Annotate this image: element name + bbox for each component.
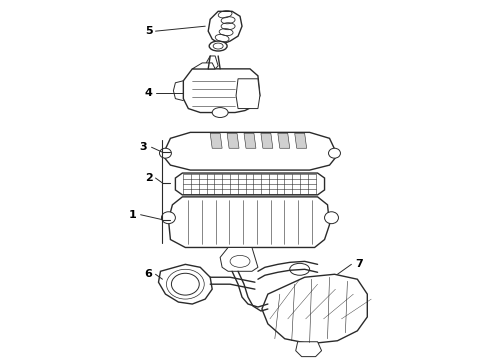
Ellipse shape	[290, 264, 310, 275]
Ellipse shape	[213, 43, 223, 49]
Polygon shape	[295, 342, 321, 357]
Ellipse shape	[324, 212, 339, 224]
Ellipse shape	[230, 255, 250, 267]
Ellipse shape	[159, 148, 171, 158]
Polygon shape	[206, 56, 218, 69]
Ellipse shape	[328, 148, 341, 158]
Polygon shape	[183, 69, 260, 113]
Polygon shape	[210, 133, 222, 148]
Text: 1: 1	[129, 210, 137, 220]
Polygon shape	[227, 133, 239, 148]
Polygon shape	[163, 132, 338, 170]
Polygon shape	[192, 63, 215, 69]
Polygon shape	[244, 133, 256, 148]
Text: 4: 4	[145, 88, 152, 98]
Polygon shape	[169, 197, 329, 247]
Polygon shape	[175, 173, 324, 195]
Text: 6: 6	[145, 269, 152, 279]
Ellipse shape	[209, 41, 227, 51]
Text: 2: 2	[145, 173, 152, 183]
Text: 7: 7	[355, 259, 363, 269]
Text: 5: 5	[145, 26, 152, 36]
Text: 3: 3	[140, 142, 147, 152]
Polygon shape	[261, 133, 273, 148]
Polygon shape	[208, 11, 242, 43]
Polygon shape	[220, 247, 258, 271]
Ellipse shape	[162, 212, 175, 224]
Polygon shape	[262, 274, 368, 344]
Ellipse shape	[212, 108, 228, 117]
Polygon shape	[236, 79, 260, 109]
Ellipse shape	[172, 273, 199, 295]
Polygon shape	[278, 133, 290, 148]
Polygon shape	[294, 133, 307, 148]
Polygon shape	[158, 264, 212, 304]
